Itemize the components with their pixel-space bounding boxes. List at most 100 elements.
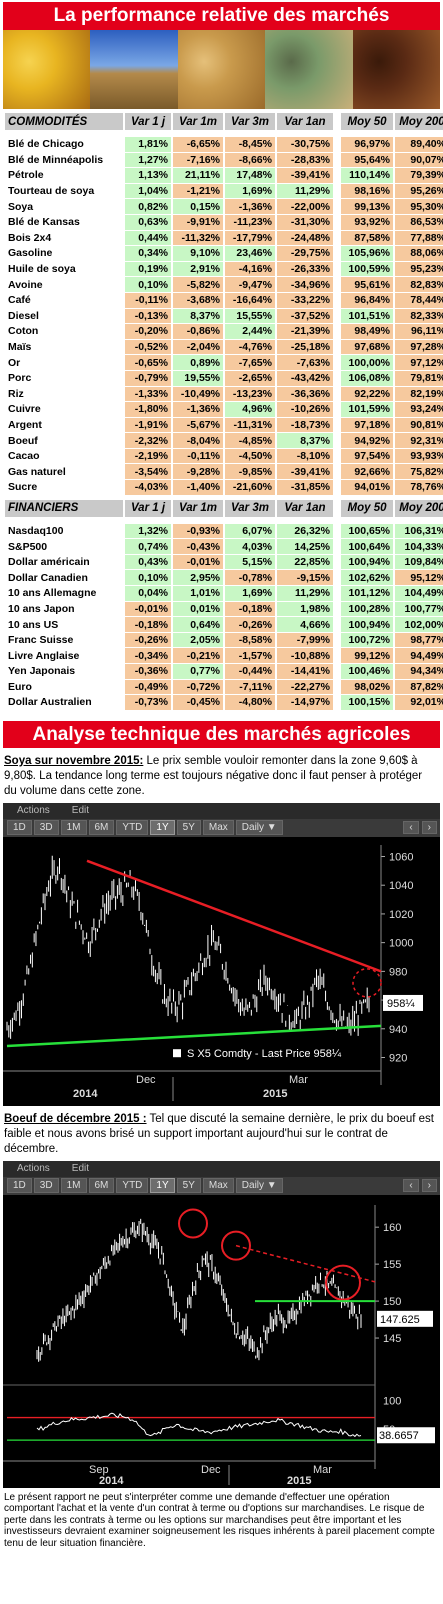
table-cell: -4,85% [225,433,275,448]
range-button-6m[interactable]: 6M [88,820,115,836]
year-label: 2015 [263,1088,287,1100]
table-cell: 93,24% [395,402,443,417]
table-row: 10 ans US -0,18% 0,64% -0,26% 4,66% 100,94% 10… [5,617,443,632]
table-cell: 97,28% [395,339,443,355]
table-cell: -11,31% [225,417,275,433]
table-cell: 0,10% [125,570,171,586]
table-cell: -22,00% [277,199,333,214]
hay-field-photo [90,30,178,109]
table-cell: -3,54% [125,464,171,480]
range-button-ytd[interactable]: YTD [116,820,149,836]
table-row: Diesel -0,13% 8,37% 15,55% -37,52% 101,51% 82,… [5,308,443,324]
range-button-3d[interactable]: 3D [33,820,59,836]
table-cell: 0,34% [125,246,171,261]
resistance-trendline [86,859,382,973]
range-button-1y[interactable]: 1Y [150,1178,175,1194]
row-label: Cuivre [8,403,41,416]
actions-menu[interactable]: Actions [17,1162,50,1174]
table-cell: 96,84% [335,292,393,308]
table-cell: -21,60% [225,480,275,495]
table-cell: -0,65% [125,355,171,370]
table-row: Blé de Minnéapolis 1,27% -7,16% -8,66% -28,8… [5,152,443,168]
table-cell: 97,54% [335,448,393,464]
table-row: Dollar Canadien 0,10% 2,95% -0,78% -9,15% 102… [5,570,443,586]
row-label: Or [8,356,21,369]
soya-text: Le prix semble vouloir remonter dans la … [4,754,423,797]
chocolate-almonds-photo [352,30,441,109]
table-cell: -1,91% [125,417,171,433]
table-cell: 99,13% [335,199,393,214]
range-button-1m[interactable]: 1M [60,1178,87,1194]
y-tick-label: 1000 [389,937,413,949]
peak-circle [221,1230,251,1261]
row-label: Livre Anglaise [8,649,80,662]
period-dropdown[interactable]: Daily ▼ [235,1178,283,1194]
edit-menu[interactable]: Edit [71,1162,90,1174]
financials-table: FINANCIERS Var 1 j Var 1m Var 3m Var 1an Moy … [3,499,443,711]
range-button-6m[interactable]: 6M [88,1178,115,1194]
nav-next-button[interactable]: › [421,1179,437,1193]
table-cell: 100,64% [335,539,393,554]
row-label: Cacao [8,450,40,463]
table-cell: -0,43% [173,539,223,554]
table-cell: 96,97% [335,137,393,152]
table-cell: 95,61% [335,277,393,292]
table-cell: 100,72% [335,632,393,648]
period-dropdown[interactable]: Daily ▼ [235,820,283,836]
row-label: Yen Japonais [8,665,76,678]
table-cell: -4,76% [225,339,275,355]
photo-strip [3,30,441,109]
table-cell: -5,82% [173,277,223,292]
column-header: Var 1an [277,113,333,130]
range-button-1m[interactable]: 1M [60,820,87,836]
table-cell: 5,15% [225,554,275,570]
range-toolbar: 1D 3D 1M 6M YTD 1Y 5Y Max Daily ▼ ‹ › [3,1176,440,1195]
table-cell: 0,01% [173,601,223,617]
range-button-ytd[interactable]: YTD [116,1178,149,1194]
table-cell: -22,27% [277,679,333,695]
range-button-3d[interactable]: 3D [33,1178,59,1194]
range-button-max[interactable]: Max [202,1178,234,1194]
table-row: Cuivre -1,80% -1,36% 4,96% -10,26% 101,59% 93,… [5,402,443,417]
table-cell: 89,40% [395,137,443,152]
table-cell: -0,52% [125,339,171,355]
table-cell: -0,93% [173,523,223,539]
range-button-5y[interactable]: 5Y [176,1178,201,1194]
table-cell: -0,44% [225,664,275,679]
table-cell: -25,18% [277,339,333,355]
y-tick-label: 920 [389,1052,407,1064]
boeuf-chart: 145150155160147.6255010038.6657SepDecMar… [3,1194,440,1487]
table-cell: -11,32% [173,230,223,246]
nav-prev-button[interactable]: ‹ [403,1179,419,1193]
table-cell: 0,77% [173,664,223,679]
table-cell: 8,37% [173,308,223,324]
table-cell: 11,29% [277,586,333,601]
row-label: Tourteau de soya [8,185,95,198]
range-button-1y[interactable]: 1Y [150,820,175,836]
nav-next-button[interactable]: › [421,821,437,835]
range-button-1d[interactable]: 1D [7,820,32,836]
row-label: S&P500 [8,540,48,553]
range-button-max[interactable]: Max [202,820,234,836]
range-button-5y[interactable]: 5Y [176,820,201,836]
table-row: Porc -0,79% 19,55% -2,65% -43,42% 106,08% 79,8… [5,370,443,386]
actions-menu[interactable]: Actions [17,804,50,816]
table-cell: 9,10% [173,246,223,261]
table-cell: 1,81% [125,137,171,152]
table-cell: -8,04% [173,433,223,448]
nav-prev-button[interactable]: ‹ [403,821,419,835]
edit-menu[interactable]: Edit [71,804,90,816]
table-cell: -2,04% [173,339,223,355]
table-cell: 15,55% [225,308,275,324]
table-cell: -0,26% [225,617,275,632]
table-cell: 0,15% [173,199,223,214]
row-label: Blé de Minnéapolis [8,153,104,166]
table-cell: -43,42% [277,370,333,386]
range-toolbar: 1D 3D 1M 6M YTD 1Y 5Y Max Daily ▼ ‹ › [3,818,440,837]
range-button-1d[interactable]: 1D [7,1178,32,1194]
table-cell: -0,13% [125,308,171,324]
table-cell: 98,49% [335,324,393,339]
disclaimer: Le présent rapport ne peut s'interpréter… [4,1491,435,1549]
table-header-row: COMMODITÉS Var 1 j Var 1m Var 3m Var 1an Moy … [5,113,443,130]
table-cell: -0,72% [173,679,223,695]
